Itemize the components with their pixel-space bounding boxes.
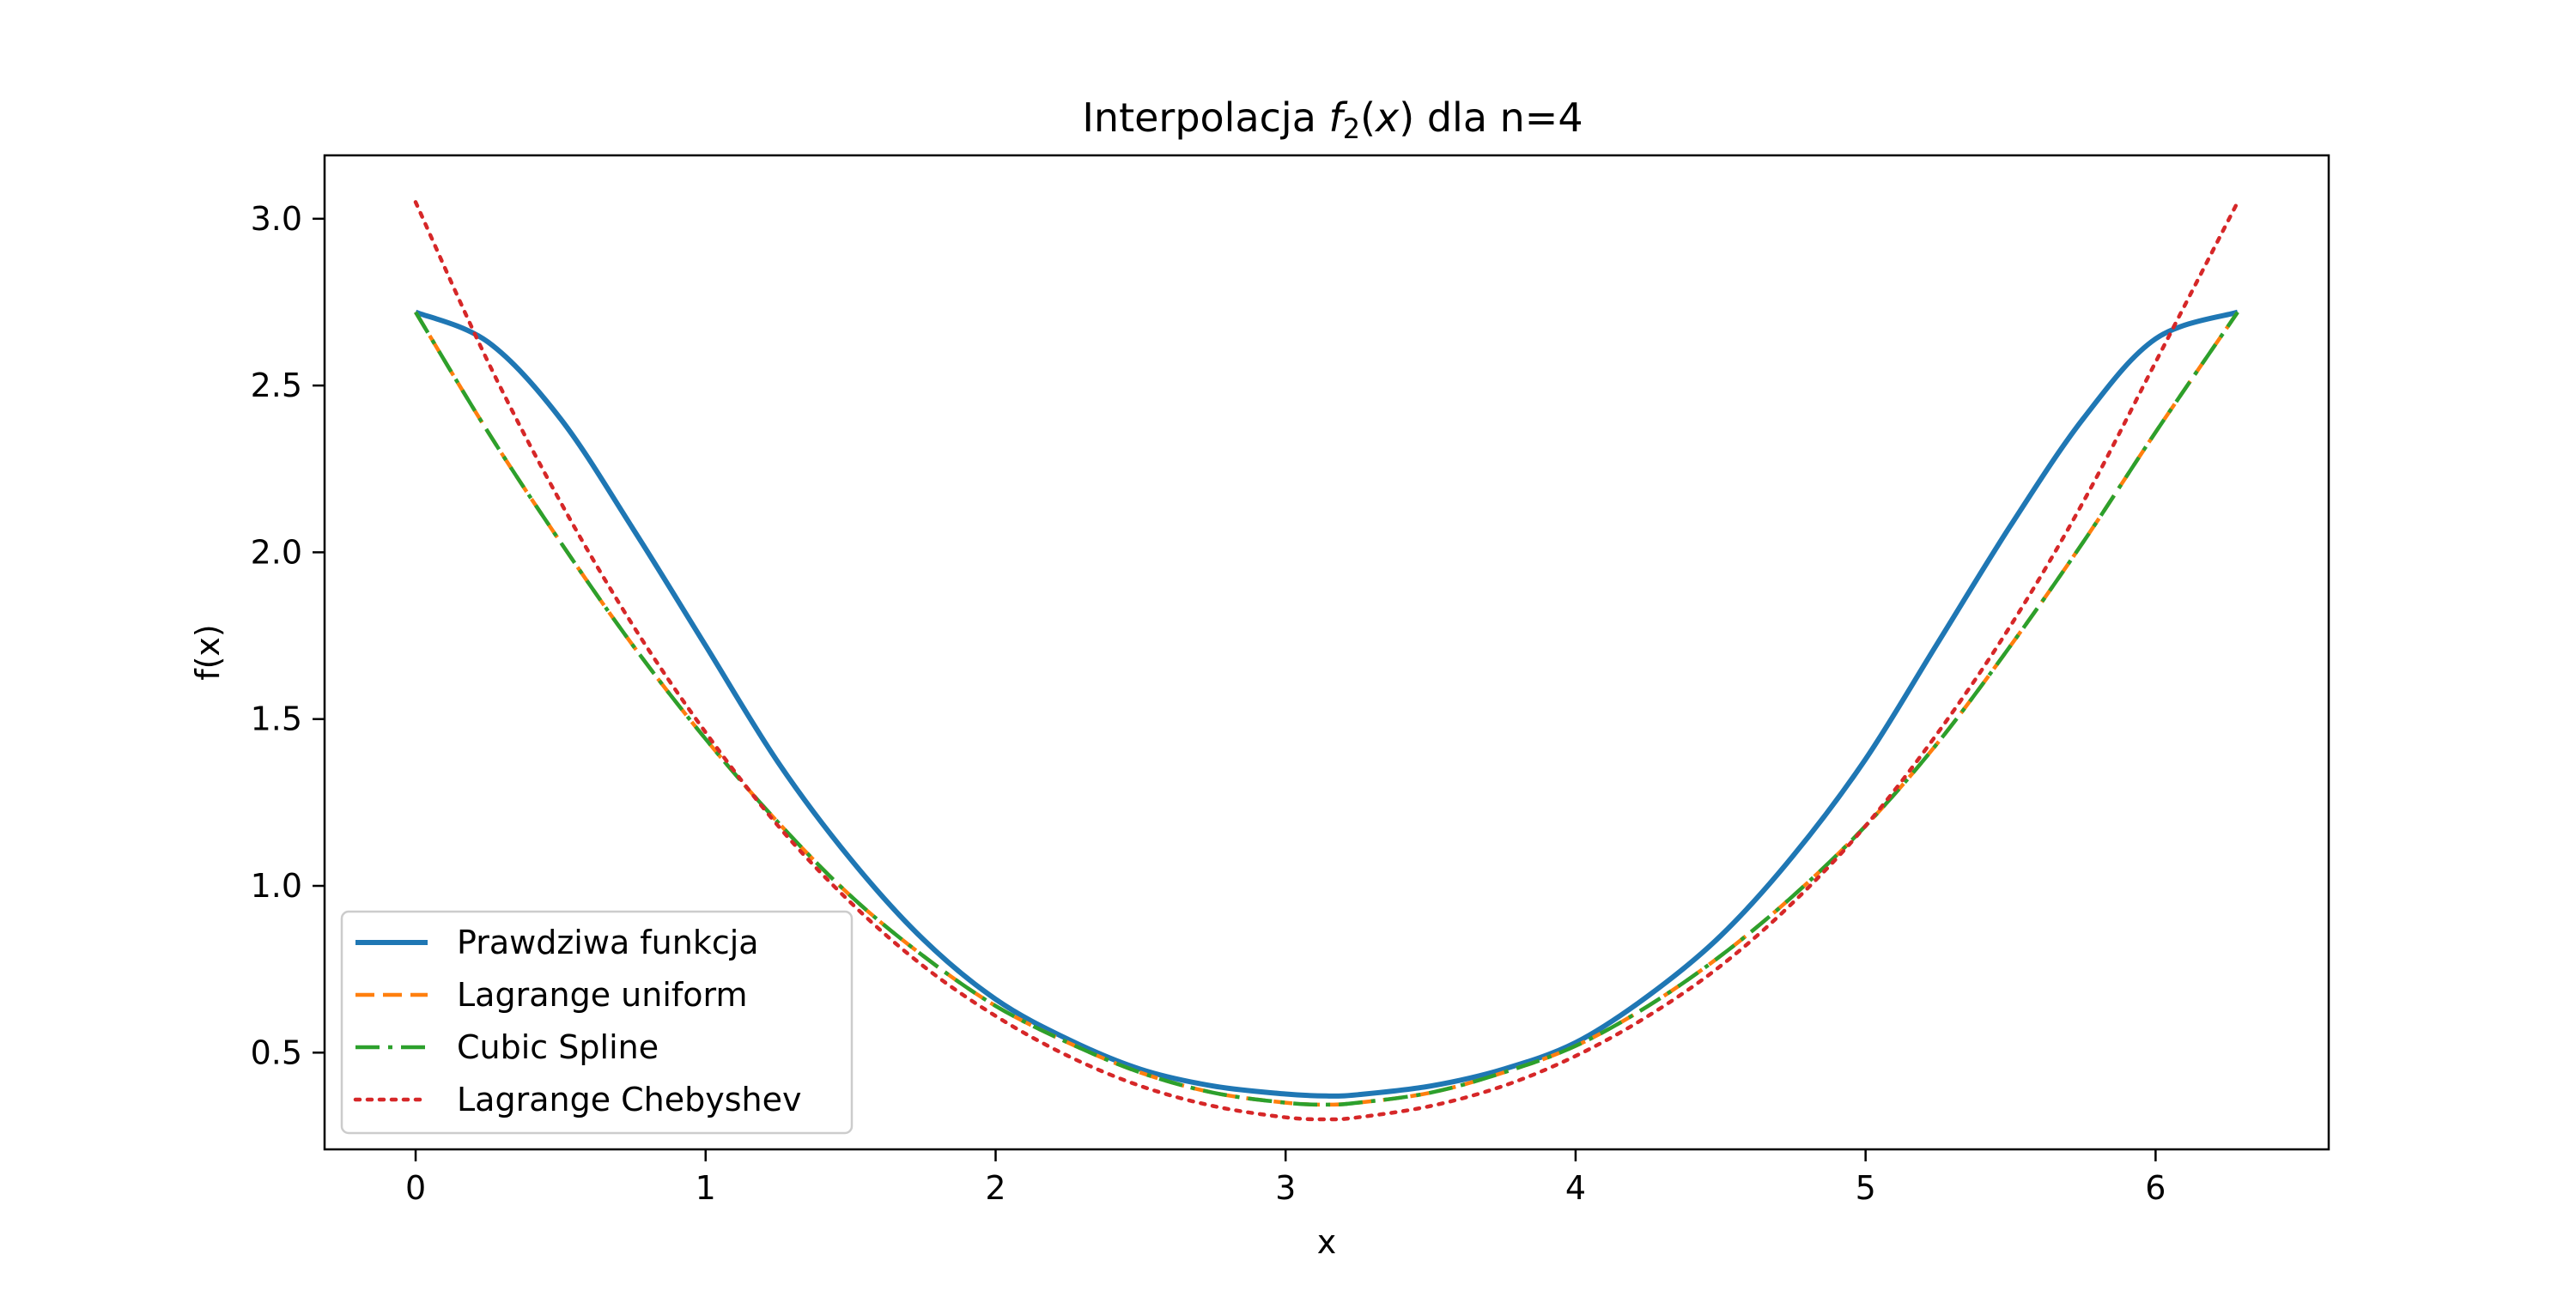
x-tick-label: 1 [696,1169,716,1207]
series-line-3 [414,311,2239,1107]
y-tick-label: 2.5 [251,367,302,404]
x-tick-label: 0 [405,1169,426,1207]
x-axis-label: x [1317,1223,1337,1261]
legend-label: Prawdziwa funkcja [457,924,759,961]
chart-title-suffix: dla n=4 [1414,94,1583,141]
chart-title-math-open: ( [1360,94,1376,141]
series-line-1 [414,309,2239,1099]
x-tick-label: 2 [985,1169,1005,1207]
axis-ticks: 0 1 2 3 4 5 6 0.5 1.0 1.5 2.0 2.5 3.0 [251,200,2166,1207]
plot-frame [323,154,2330,1151]
chart-title-prefix: Interpolacja [1082,94,1328,141]
chart-title-math-arg: x [1374,94,1400,141]
legend-box [340,910,854,1135]
legend-label: Lagrange Chebyshev [457,1081,802,1118]
x-tick-label: 3 [1275,1169,1296,1207]
legend-label: Cubic Spline [457,1028,659,1066]
x-tick-label: 6 [2145,1169,2166,1207]
series-line-4 [413,200,2240,1122]
chart-title: Interpolacja f2(x) dla n=4 [1082,94,1583,145]
y-tick-label: 3.0 [251,200,302,238]
y-tick-label: 0.5 [251,1033,302,1071]
y-tick-label: 1.0 [251,867,302,905]
chart-title-math-close: ) [1399,94,1414,141]
plot-lines [413,200,2240,1122]
x-tick-label: 5 [1856,1169,1876,1207]
x-tick-label: 4 [1565,1169,1586,1207]
y-axis-label: f(x) [189,624,227,681]
y-tick-label: 2.0 [251,533,302,571]
legend-label: Lagrange uniform [457,976,747,1014]
y-tick-label: 1.5 [251,700,302,738]
legend: Prawdziwa funkcja Lagrange uniform Cubic S… [340,910,854,1135]
chart-title-math-sub: 2 [1343,112,1360,145]
